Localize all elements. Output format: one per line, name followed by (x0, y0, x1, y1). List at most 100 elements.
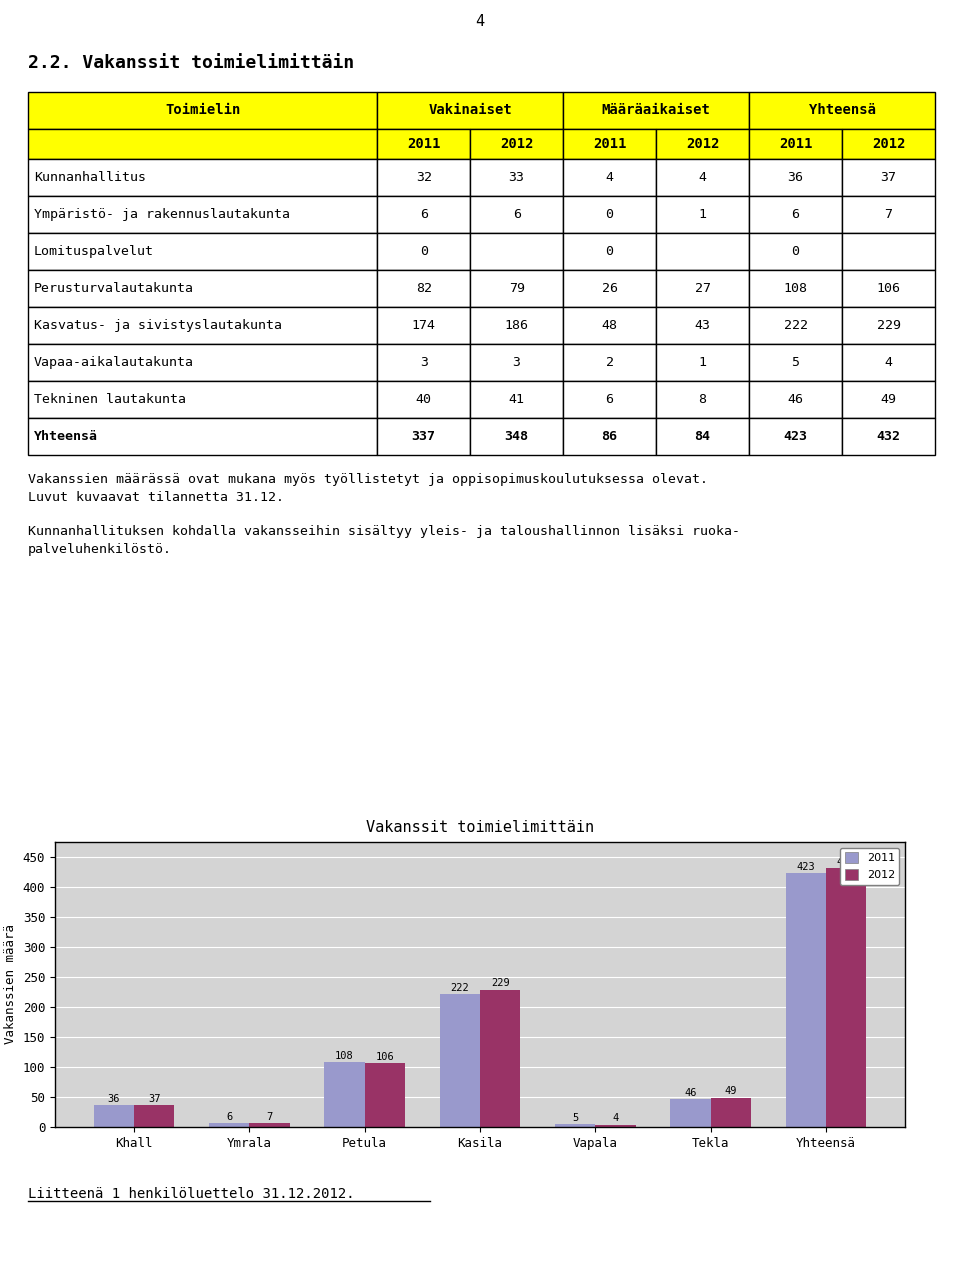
Bar (377, 129, 470, 159)
Bar (28, 345, 377, 381)
Text: 108: 108 (335, 1051, 354, 1061)
Bar (842, 129, 935, 159)
Bar (377, 345, 470, 381)
Text: 49: 49 (880, 392, 897, 406)
Bar (656, 418, 749, 456)
Text: 106: 106 (375, 1053, 395, 1063)
Bar (480, 989, 520, 1127)
Bar (28, 92, 377, 129)
Text: 79: 79 (509, 281, 525, 295)
Text: 2012: 2012 (872, 138, 905, 151)
Text: 43: 43 (695, 319, 710, 332)
Text: 229: 229 (491, 978, 510, 988)
Text: 174: 174 (412, 319, 436, 332)
Text: Toimielin: Toimielin (165, 103, 240, 117)
Bar (749, 381, 842, 418)
Text: 3: 3 (513, 356, 520, 369)
Bar (595, 1124, 636, 1127)
Bar (564, 345, 656, 381)
Text: 27: 27 (695, 281, 710, 295)
Text: Perusturvalautakunta: Perusturvalautakunta (34, 281, 194, 295)
Bar (470, 270, 564, 307)
Bar (842, 270, 935, 307)
Bar (28, 418, 377, 456)
Text: 2012: 2012 (685, 138, 719, 151)
Text: 86: 86 (602, 430, 617, 443)
Text: 8: 8 (699, 392, 707, 406)
Text: 4: 4 (606, 170, 613, 184)
Bar (842, 233, 935, 270)
Text: Yhteensä: Yhteensä (34, 430, 98, 443)
Bar (564, 196, 656, 233)
Bar (656, 345, 749, 381)
Text: 6: 6 (513, 208, 520, 221)
Bar (250, 1123, 290, 1127)
Text: 82: 82 (416, 281, 432, 295)
Text: 106: 106 (876, 281, 900, 295)
Text: 222: 222 (450, 983, 469, 993)
Bar (656, 129, 749, 159)
Text: 432: 432 (837, 857, 855, 867)
Text: 229: 229 (876, 319, 900, 332)
Text: Luvut kuvaavat tilannetta 31.12.: Luvut kuvaavat tilannetta 31.12. (28, 491, 284, 504)
Bar (842, 418, 935, 456)
Bar (749, 129, 842, 159)
Text: 6: 6 (226, 1112, 232, 1122)
Bar (842, 159, 935, 196)
Bar (470, 345, 564, 381)
Text: 2011: 2011 (779, 138, 812, 151)
Text: 0: 0 (420, 245, 427, 257)
Bar (785, 873, 826, 1127)
Text: 2011: 2011 (593, 138, 626, 151)
Bar (749, 196, 842, 233)
Legend: 2011, 2012: 2011, 2012 (840, 848, 900, 885)
Bar (656, 196, 749, 233)
Text: 46: 46 (684, 1088, 697, 1098)
Bar (564, 159, 656, 196)
Text: 26: 26 (602, 281, 617, 295)
Bar (377, 270, 470, 307)
Text: 5: 5 (572, 1113, 578, 1123)
Text: 108: 108 (783, 281, 807, 295)
Bar (94, 1106, 134, 1127)
Bar (842, 381, 935, 418)
Text: 84: 84 (695, 430, 710, 443)
Text: 2012: 2012 (500, 138, 534, 151)
Bar (670, 1099, 710, 1127)
Bar (440, 993, 480, 1127)
Bar (749, 418, 842, 456)
Text: 6: 6 (420, 208, 427, 221)
Text: 4: 4 (475, 14, 485, 29)
Bar (324, 1063, 365, 1127)
Text: Ympäristö- ja rakennuslautakunta: Ympäristö- ja rakennuslautakunta (34, 208, 290, 221)
Bar (555, 1124, 595, 1127)
Text: Yhteensä: Yhteensä (808, 103, 876, 117)
Text: 6: 6 (792, 208, 800, 221)
Bar (377, 159, 470, 196)
Text: 4: 4 (612, 1113, 618, 1123)
Bar (377, 233, 470, 270)
Bar (710, 1098, 751, 1127)
Bar (28, 129, 377, 159)
Text: palveluhenkilöstö.: palveluhenkilöstö. (28, 543, 172, 557)
Text: 222: 222 (783, 319, 807, 332)
Bar (656, 381, 749, 418)
Text: 1: 1 (699, 356, 707, 369)
Bar (28, 196, 377, 233)
Text: 1: 1 (699, 208, 707, 221)
Bar (564, 381, 656, 418)
Text: 186: 186 (505, 319, 529, 332)
Bar (564, 418, 656, 456)
Text: 32: 32 (416, 170, 432, 184)
Bar (377, 381, 470, 418)
Bar (470, 418, 564, 456)
Text: 423: 423 (797, 862, 815, 872)
Text: 7: 7 (884, 208, 893, 221)
Bar (28, 381, 377, 418)
Text: Kunnanhallitus: Kunnanhallitus (34, 170, 146, 184)
Bar (842, 307, 935, 345)
Text: 2.2. Vakanssit toimielimittäin: 2.2. Vakanssit toimielimittäin (28, 54, 354, 72)
Text: 0: 0 (606, 245, 613, 257)
Bar (470, 307, 564, 345)
Bar (656, 159, 749, 196)
